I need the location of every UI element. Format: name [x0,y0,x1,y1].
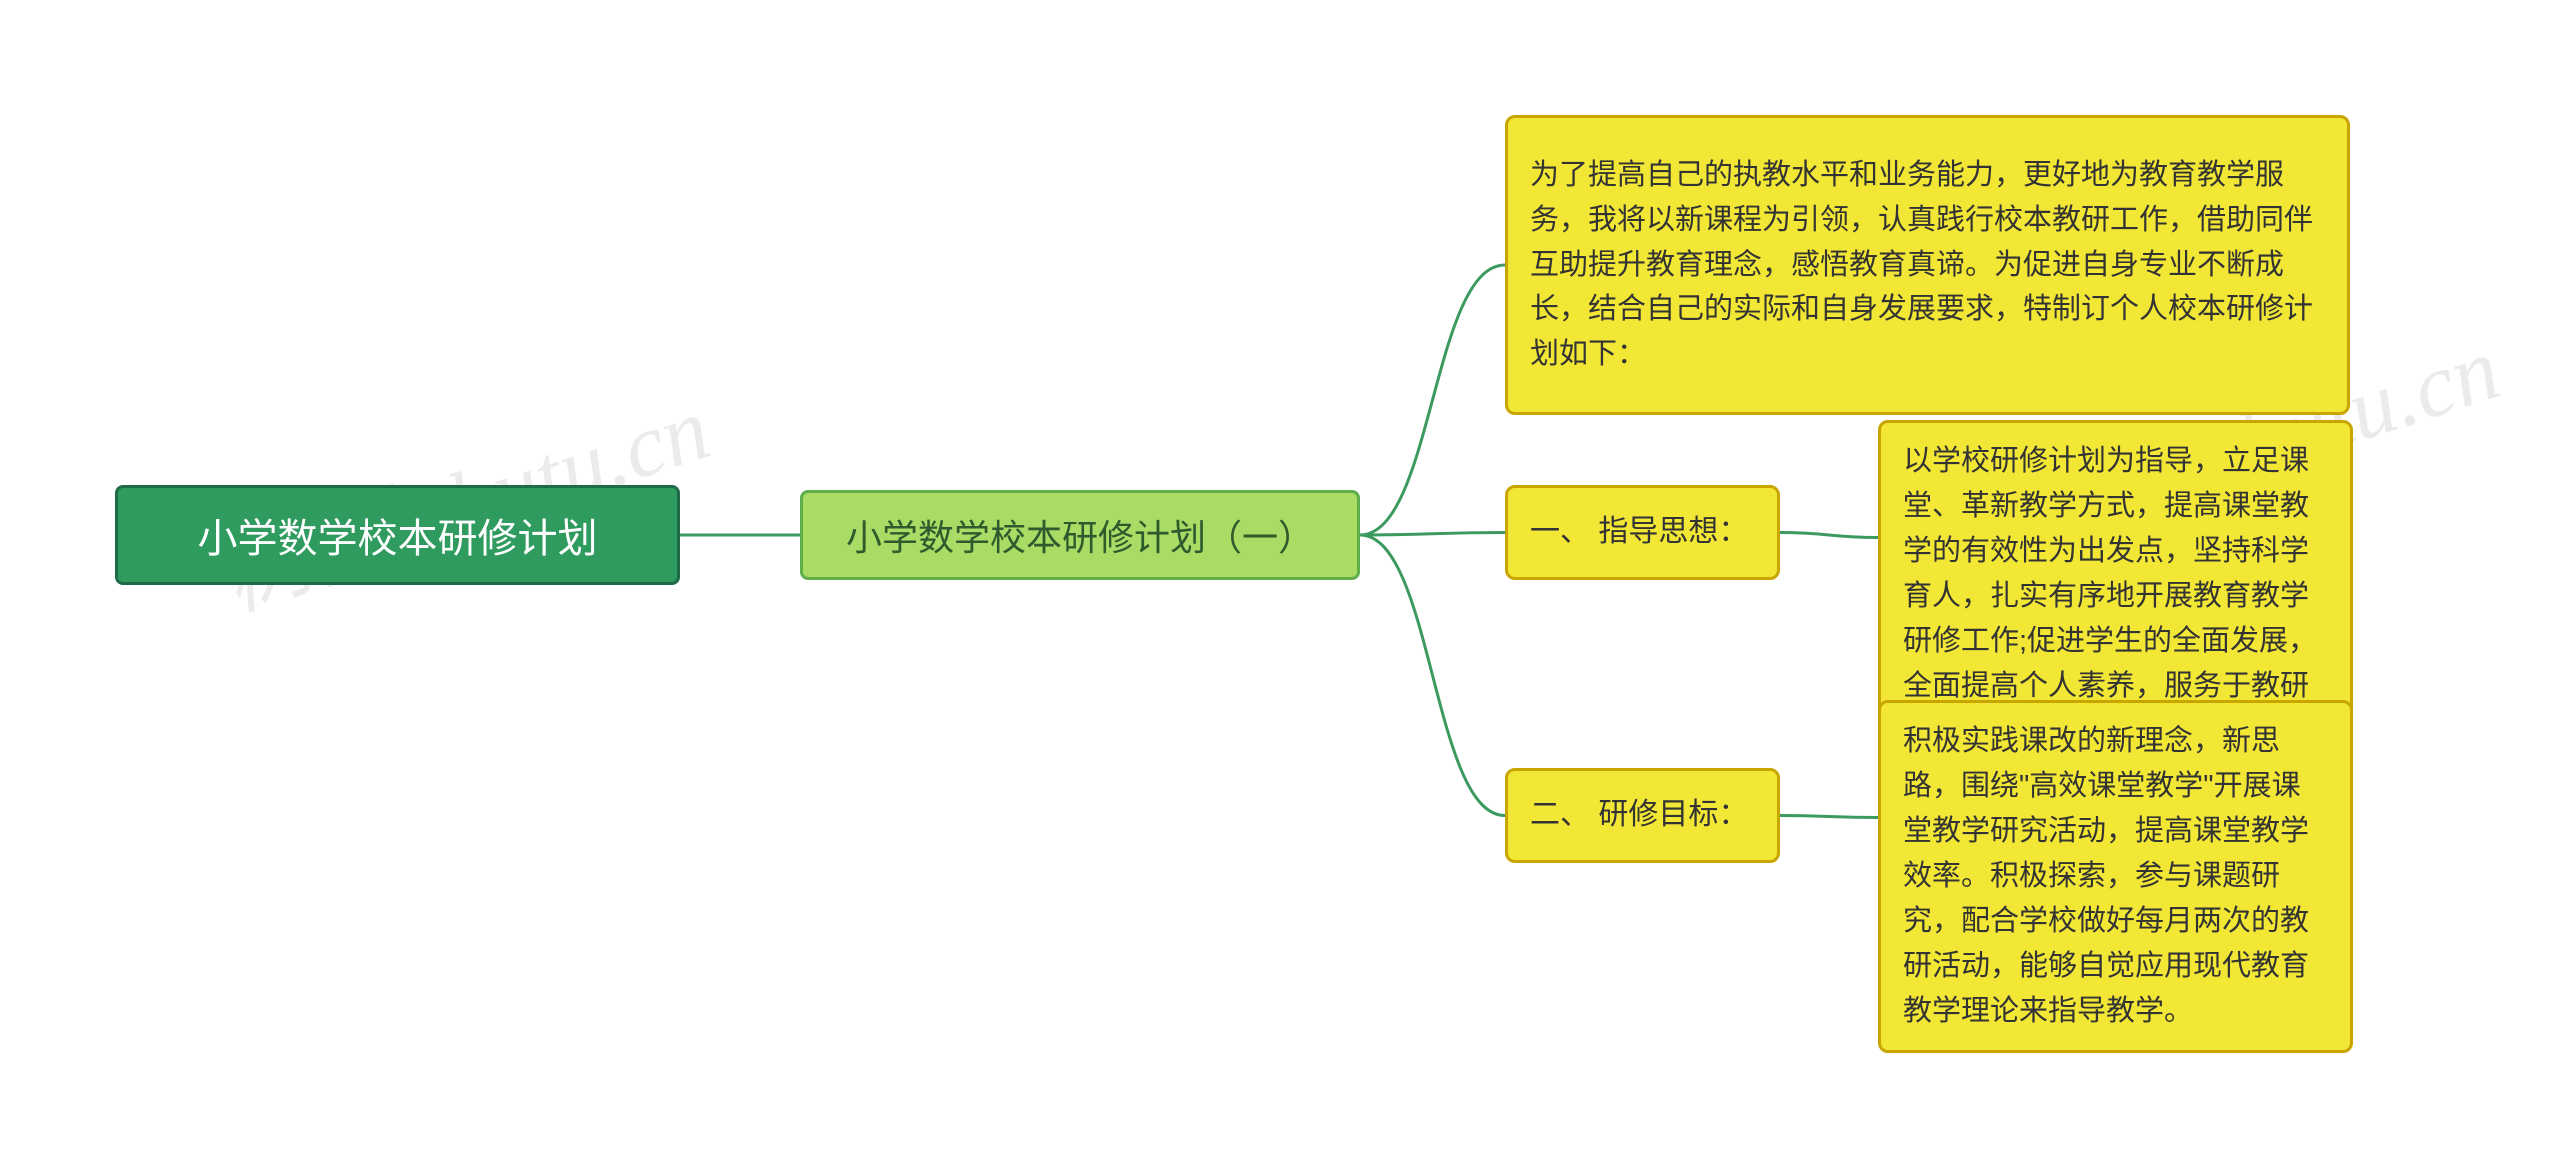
branch-goal[interactable]: 二、 研修目标： [1505,768,1780,863]
root-node[interactable]: 小学数学校本研修计划 [115,485,680,585]
level1-node[interactable]: 小学数学校本研修计划（一） [800,490,1360,580]
branch-guiding[interactable]: 一、 指导思想： [1505,485,1780,580]
branch-goal-body: 积极实践课改的新理念，新思路，围绕"高效课堂教学"开展课堂教学研究活动，提高课堂… [1878,700,2353,1053]
branch-intro[interactable]: 为了提高自己的执教水平和业务能力，更好地为教育教学服务，我将以新课程为引领，认真… [1505,115,2350,415]
